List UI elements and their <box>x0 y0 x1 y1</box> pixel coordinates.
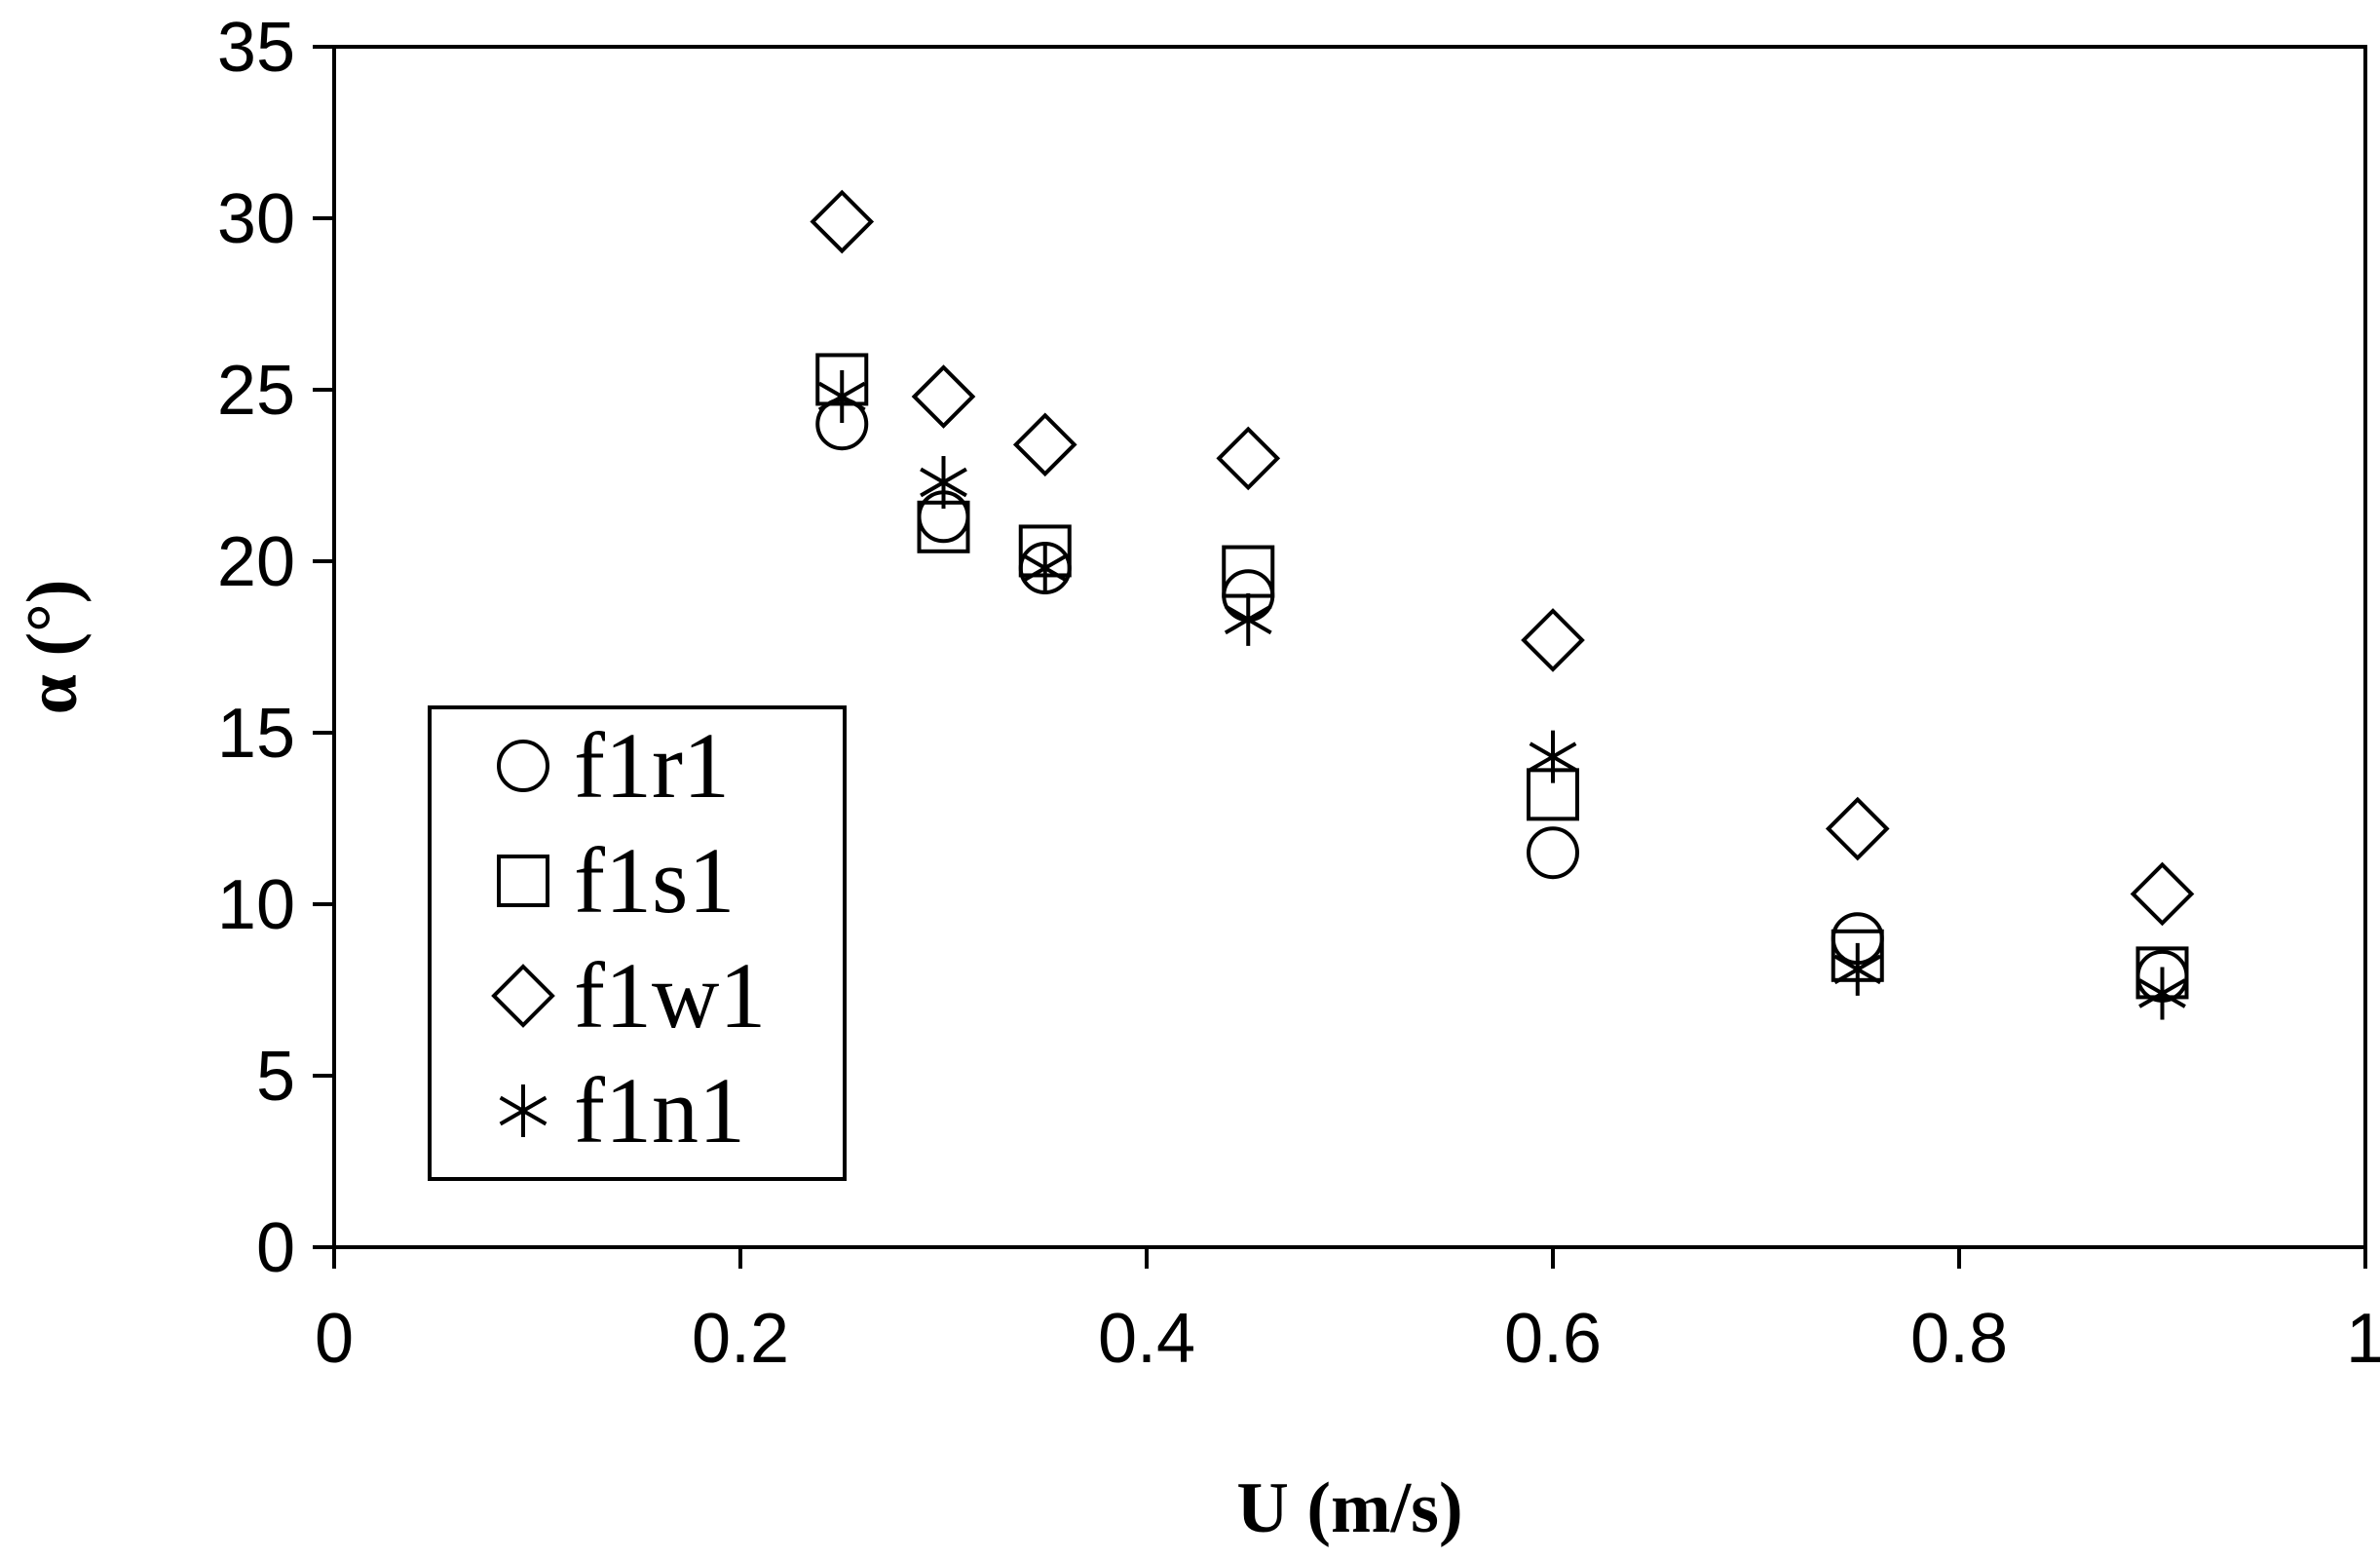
data-point-f1n1 <box>1529 730 1577 783</box>
data-point-f1n1 <box>1224 592 1272 646</box>
data-point-f1w1 <box>2130 861 2195 927</box>
asterisk-stroke <box>499 1095 548 1126</box>
x-tick-label: 1 <box>2346 1300 2380 1378</box>
data-point-f1w1 <box>1012 412 1077 477</box>
legend-marker-f1s1 <box>497 855 549 907</box>
legend-marker-f1n1 <box>499 1084 548 1137</box>
x-tick-label: 0.4 <box>1098 1300 1195 1378</box>
data-point-f1n1 <box>817 370 866 424</box>
legend-item-f1s1: f1s1 <box>497 828 735 932</box>
legend-label-f1r1: f1r1 <box>574 713 730 818</box>
data-point-f1w1 <box>911 364 976 429</box>
data-point-f1n1 <box>1833 942 1882 996</box>
y-tick-label: 25 <box>217 352 295 430</box>
legend-label-f1n1: f1n1 <box>574 1058 745 1162</box>
x-tick-label: 0.8 <box>1910 1300 2008 1378</box>
legend-marker-f1r1 <box>497 740 549 792</box>
data-marks <box>810 189 2195 1020</box>
data-point-f1w1 <box>1216 426 1281 491</box>
data-point-f1n1 <box>2138 967 2186 1020</box>
asterisk-stroke <box>1224 604 1272 635</box>
legend-item-f1w1: f1w1 <box>491 943 766 1047</box>
legend-item-f1r1: f1r1 <box>497 713 730 818</box>
data-point-f1r1 <box>1527 826 1579 880</box>
legend-marker-f1w1 <box>491 964 555 1028</box>
data-point-f1n1 <box>920 456 967 510</box>
asterisk-stroke <box>1021 552 1070 584</box>
series-f1w1 <box>810 189 2195 927</box>
axes: 0 5 10 15 20 25 30 35 0 0.2 0.4 0.6 0.8 1 <box>217 9 2380 1378</box>
y-tick-label: 35 <box>217 9 295 87</box>
series-f1n1 <box>817 370 2186 1020</box>
series-f1r1 <box>815 398 2189 1003</box>
asterisk-stroke <box>1529 741 1577 772</box>
y-tick-label: 0 <box>256 1209 295 1287</box>
legend-label-f1w1: f1w1 <box>574 943 766 1047</box>
x-tick-label: 0.2 <box>692 1300 789 1378</box>
x-axis-title: U (m/s) <box>1236 1468 1462 1548</box>
x-tick-label: 0.6 <box>1504 1300 1602 1378</box>
data-point-f1n1 <box>1021 542 1070 595</box>
legend-box <box>428 705 847 1181</box>
y-tick-label: 5 <box>256 1038 295 1116</box>
data-point-f1w1 <box>1825 796 1890 861</box>
legend-label-f1s1: f1s1 <box>574 828 735 932</box>
asterisk-stroke <box>1833 954 1882 985</box>
y-axis-title: α (°) <box>13 580 93 715</box>
data-point-f1s1 <box>917 500 970 553</box>
y-tick-label: 20 <box>217 523 295 601</box>
data-point-f1w1 <box>1521 608 1585 672</box>
asterisk-stroke <box>817 381 866 412</box>
y-tick-label: 10 <box>217 866 295 944</box>
x-tick-label: 0 <box>315 1300 354 1378</box>
y-tick-label: 30 <box>217 180 295 258</box>
asterisk-stroke <box>2138 978 2186 1008</box>
data-point-f1w1 <box>810 189 875 254</box>
asterisk-stroke <box>920 467 967 498</box>
legend-item-f1n1: f1n1 <box>499 1058 745 1162</box>
plot-frame <box>332 45 2367 1249</box>
y-tick-label: 15 <box>217 695 295 773</box>
